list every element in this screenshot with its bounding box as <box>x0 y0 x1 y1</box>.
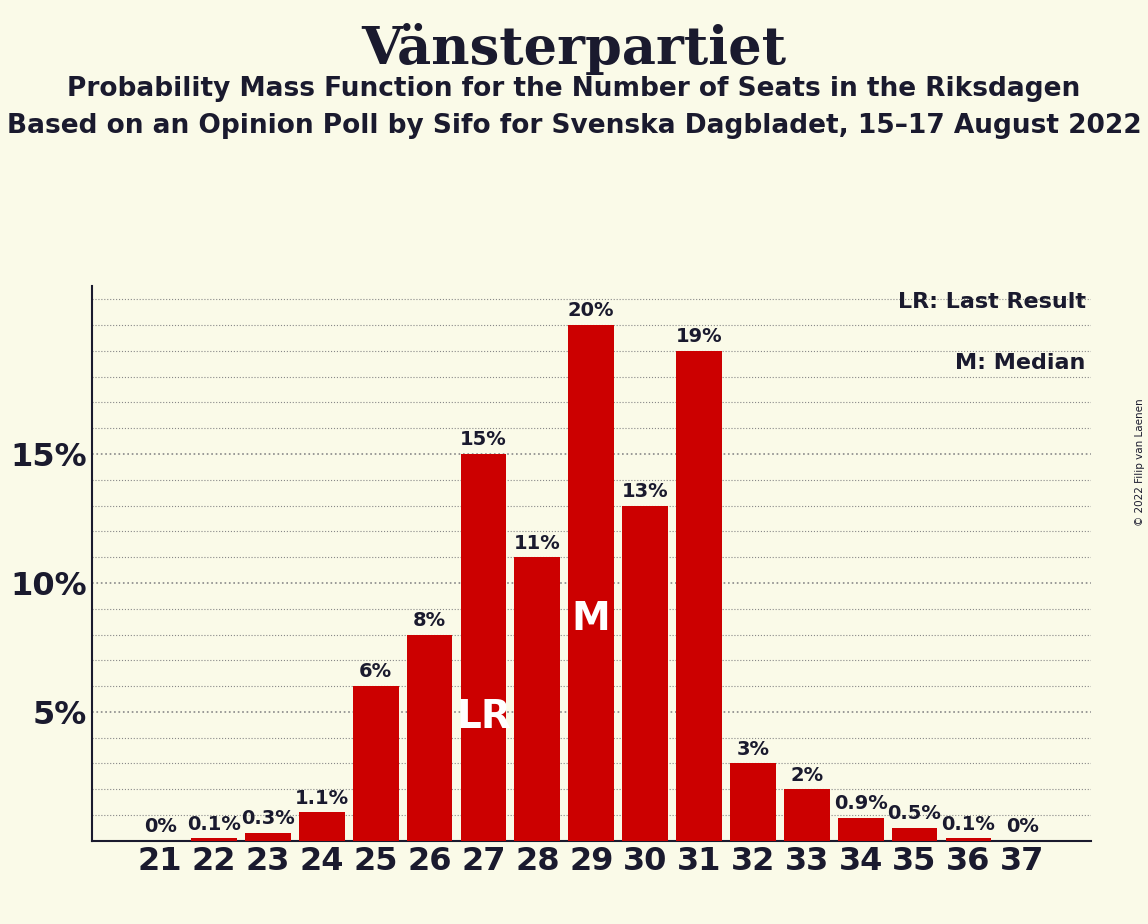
Text: Probability Mass Function for the Number of Seats in the Riksdagen: Probability Mass Function for the Number… <box>68 76 1080 102</box>
Text: 15%: 15% <box>460 431 506 449</box>
Bar <box>676 351 722 841</box>
Bar <box>730 763 776 841</box>
Text: LR: Last Result: LR: Last Result <box>898 292 1086 312</box>
Text: 0%: 0% <box>1006 817 1039 836</box>
Text: 0.1%: 0.1% <box>187 815 241 833</box>
Text: © 2022 Filip van Laenen: © 2022 Filip van Laenen <box>1135 398 1145 526</box>
Bar <box>352 687 398 841</box>
Text: 20%: 20% <box>568 301 614 321</box>
Text: 3%: 3% <box>736 740 769 759</box>
Text: 1.1%: 1.1% <box>295 789 349 808</box>
Bar <box>460 454 506 841</box>
Text: M: Median: M: Median <box>955 353 1086 373</box>
Text: 0.1%: 0.1% <box>941 815 995 833</box>
Text: 0%: 0% <box>144 817 177 836</box>
Text: 0.5%: 0.5% <box>887 804 941 823</box>
Text: LR: LR <box>456 698 511 736</box>
Bar <box>514 557 560 841</box>
Text: Based on an Opinion Poll by Sifo for Svenska Dagbladet, 15–17 August 2022: Based on an Opinion Poll by Sifo for Sve… <box>7 113 1141 139</box>
Bar <box>298 812 344 841</box>
Text: 8%: 8% <box>413 611 447 630</box>
Text: 0.9%: 0.9% <box>833 794 887 813</box>
Bar <box>892 828 938 841</box>
Text: 19%: 19% <box>676 327 722 346</box>
Text: 11%: 11% <box>514 533 560 553</box>
Bar <box>568 325 614 841</box>
Bar <box>838 818 884 841</box>
Bar <box>245 833 290 841</box>
Text: 13%: 13% <box>622 482 668 501</box>
Bar <box>622 505 668 841</box>
Bar <box>406 635 452 841</box>
Text: Vänsterpartiet: Vänsterpartiet <box>362 23 786 75</box>
Text: 2%: 2% <box>790 766 823 784</box>
Bar <box>784 789 830 841</box>
Text: 0.3%: 0.3% <box>241 809 295 829</box>
Text: 6%: 6% <box>359 663 393 682</box>
Bar <box>946 838 992 841</box>
Text: M: M <box>572 600 611 638</box>
Bar <box>191 838 236 841</box>
